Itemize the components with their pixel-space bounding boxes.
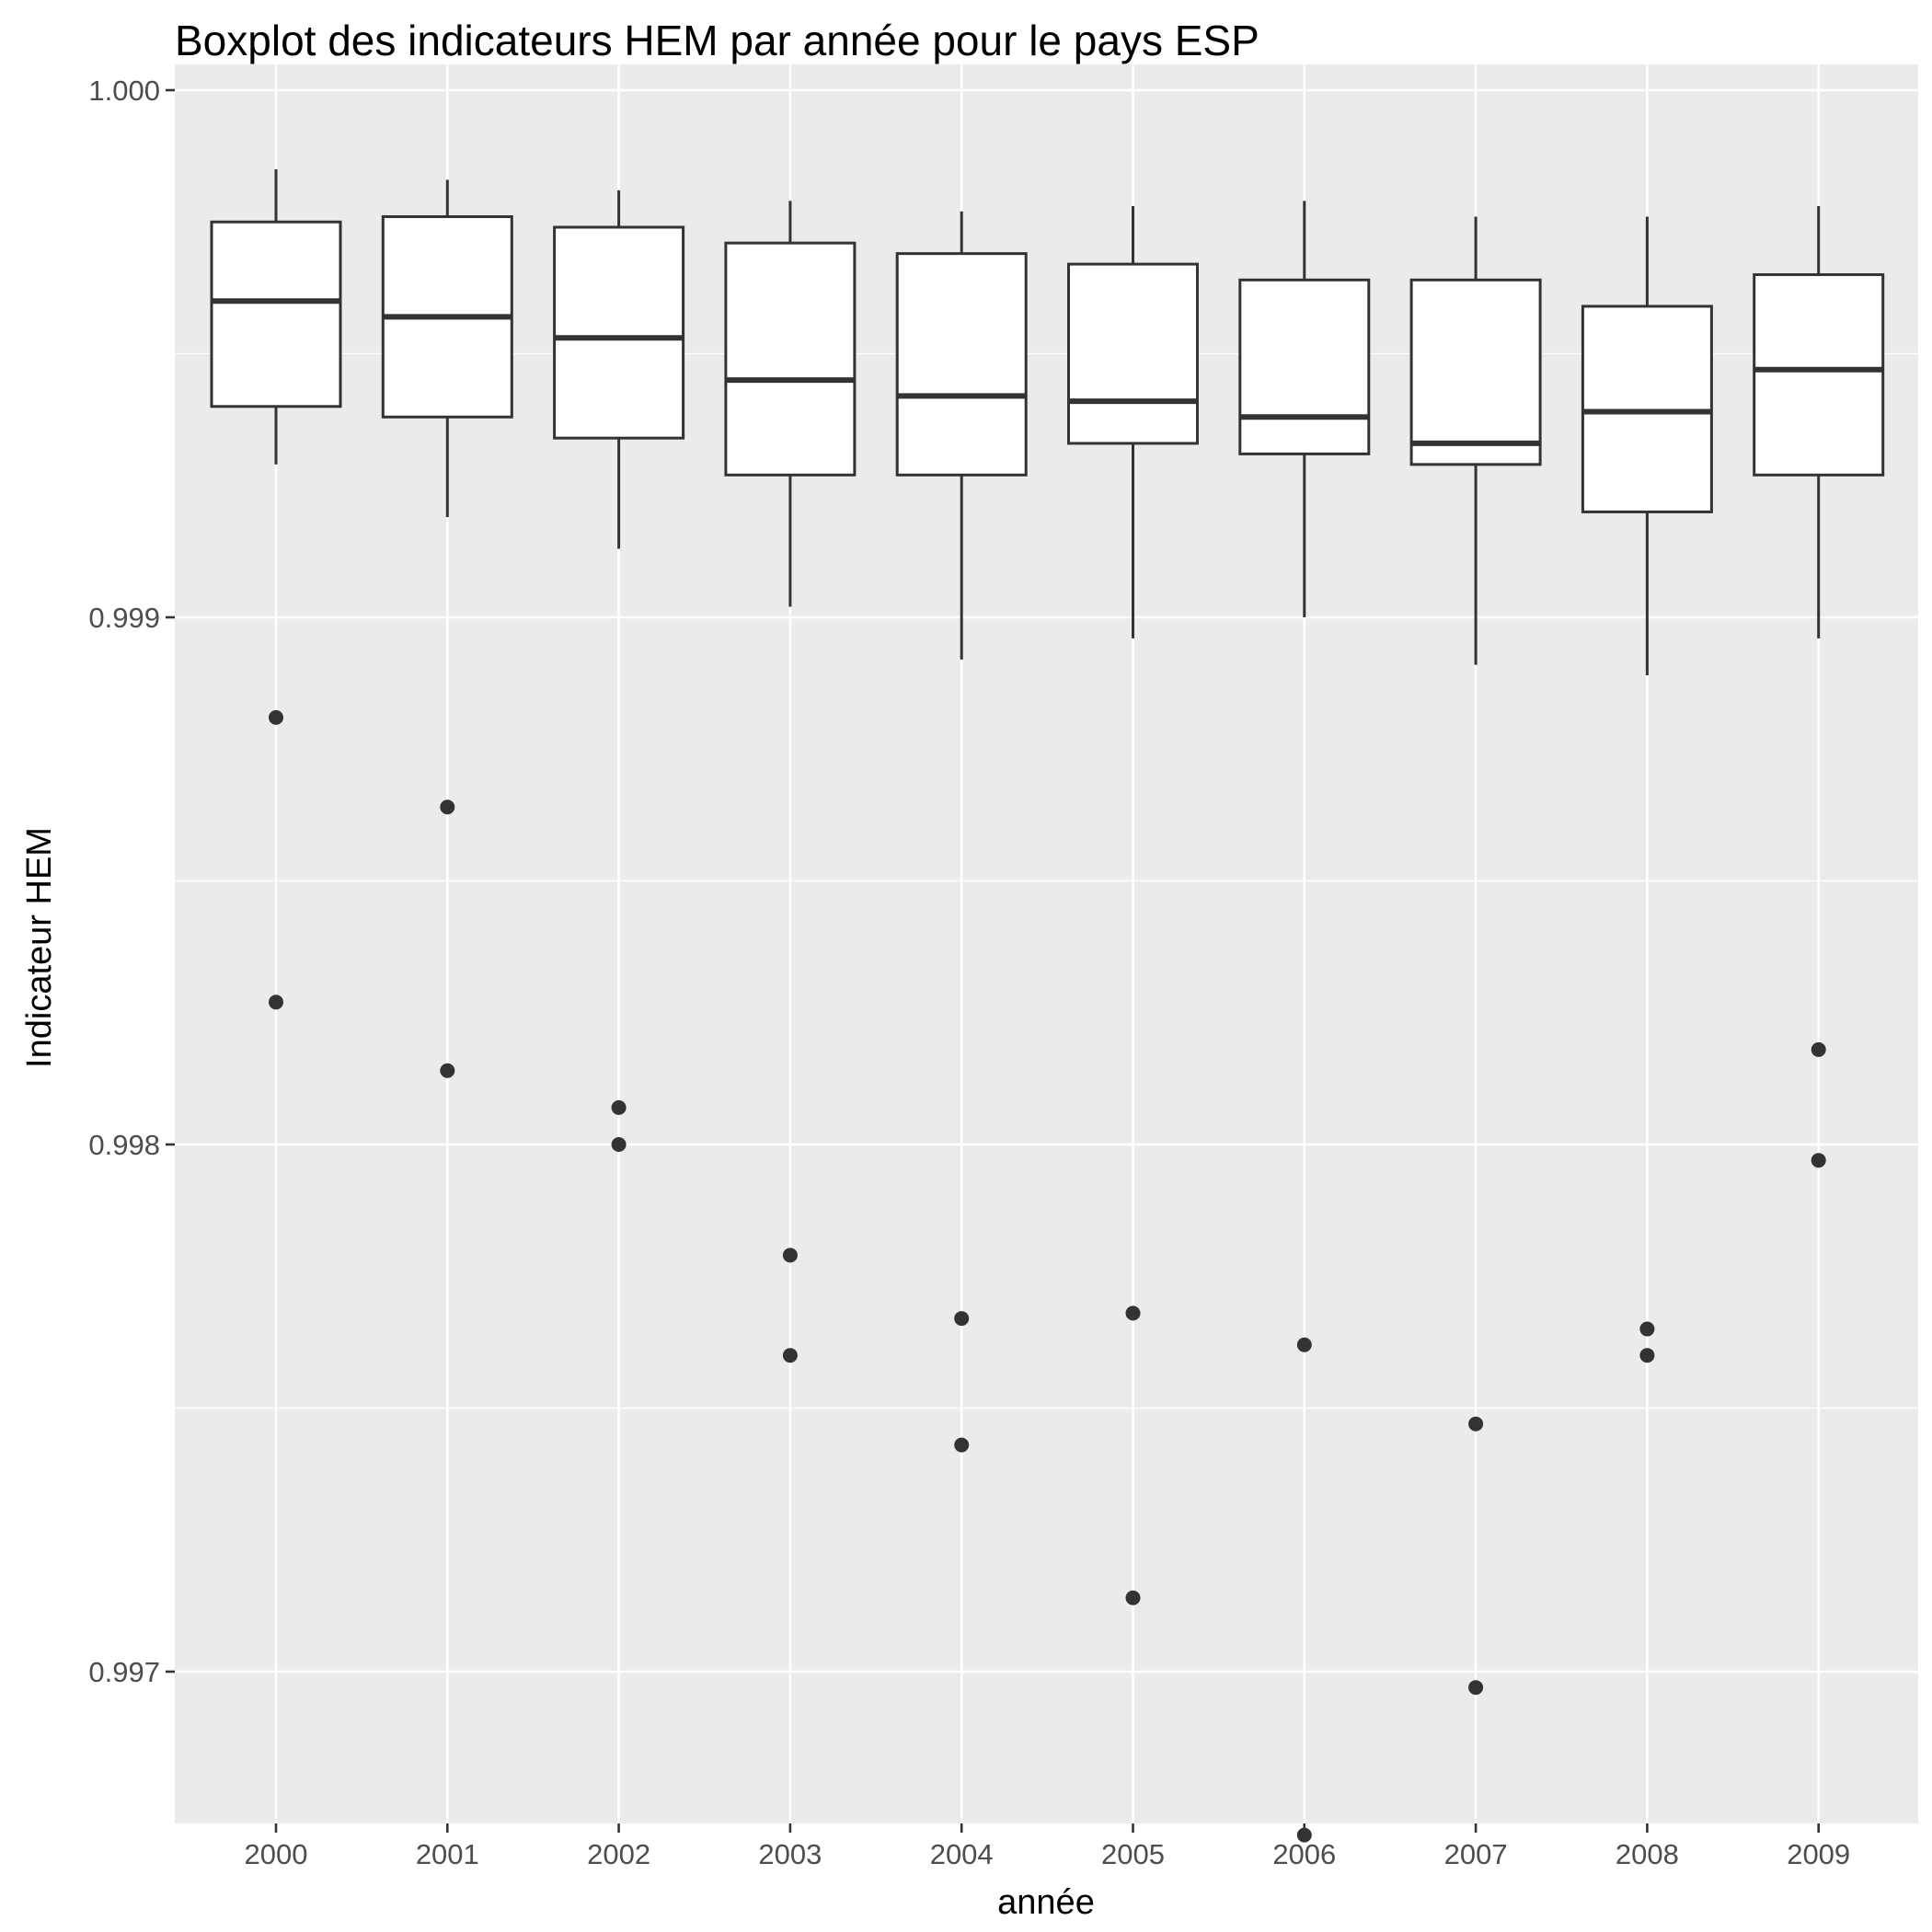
y-axis-title: Indicateur HEM	[20, 827, 59, 1068]
box-body	[553, 225, 685, 440]
box-body	[1409, 278, 1542, 466]
box-body	[210, 220, 342, 408]
box-2005	[1067, 206, 1199, 1605]
box-body	[1067, 262, 1199, 445]
outlier-point	[1811, 1153, 1826, 1168]
x-tick-label: 2009	[1787, 1838, 1850, 1870]
outlier-point	[440, 799, 455, 815]
y-tick-label: 0.997	[88, 1656, 160, 1688]
box-2006	[1238, 201, 1371, 1843]
outlier-point	[1296, 1827, 1312, 1843]
outlier-point	[440, 1063, 455, 1078]
outlier-point	[1639, 1348, 1655, 1363]
x-tick-label: 2005	[1101, 1838, 1165, 1870]
outlier-point	[1639, 1321, 1655, 1337]
box-2002	[553, 190, 685, 1152]
outlier-point	[782, 1248, 798, 1263]
chart-title: Boxplot des indicateurs HEM par année po…	[175, 17, 1259, 64]
outlier-point	[954, 1311, 970, 1327]
x-tick-label: 2003	[758, 1838, 822, 1870]
x-tick-label: 2000	[245, 1838, 308, 1870]
outlier-point	[269, 995, 283, 1010]
box-2004	[895, 211, 1028, 1453]
outlier-point	[1468, 1416, 1484, 1432]
box-body	[1753, 273, 1885, 477]
x-axis-title: année	[997, 1883, 1095, 1922]
y-tick-label: 0.998	[88, 1129, 160, 1161]
x-axis: 2000 2001 2002 2003 2004 2005 2006 2007 2008 2009	[245, 1823, 1850, 1870]
outlier-point	[782, 1348, 798, 1363]
x-tick-label: 2001	[416, 1838, 479, 1870]
outlier-point	[269, 709, 283, 725]
box-2007	[1409, 216, 1542, 1696]
box-2009	[1753, 206, 1885, 1168]
outlier-point	[954, 1437, 970, 1453]
box-body	[724, 241, 857, 477]
x-tick-label: 2007	[1444, 1838, 1508, 1870]
boxes-layer	[210, 168, 1885, 1843]
outlier-point	[611, 1137, 627, 1152]
y-tick-label: 1.000	[88, 75, 160, 107]
box-2003	[724, 201, 857, 1363]
outlier-point	[1125, 1590, 1141, 1605]
x-tick-label: 2006	[1272, 1838, 1336, 1870]
y-tick-label: 0.999	[88, 602, 160, 634]
box-2008	[1581, 216, 1713, 1363]
outlier-point	[1811, 1041, 1826, 1057]
x-tick-label: 2004	[930, 1838, 994, 1870]
x-tick-label: 2008	[1616, 1838, 1679, 1870]
box-2000	[210, 168, 342, 1010]
box-body	[1238, 278, 1371, 455]
outlier-point	[1296, 1337, 1312, 1352]
box-2001	[381, 179, 513, 1078]
y-axis: 1.000 0.999 0.998 0.997	[88, 75, 175, 1688]
box-body	[895, 252, 1028, 477]
outlier-point	[1125, 1305, 1141, 1321]
outlier-point	[611, 1099, 627, 1115]
x-tick-label: 2002	[587, 1838, 650, 1870]
outlier-point	[1468, 1680, 1484, 1696]
